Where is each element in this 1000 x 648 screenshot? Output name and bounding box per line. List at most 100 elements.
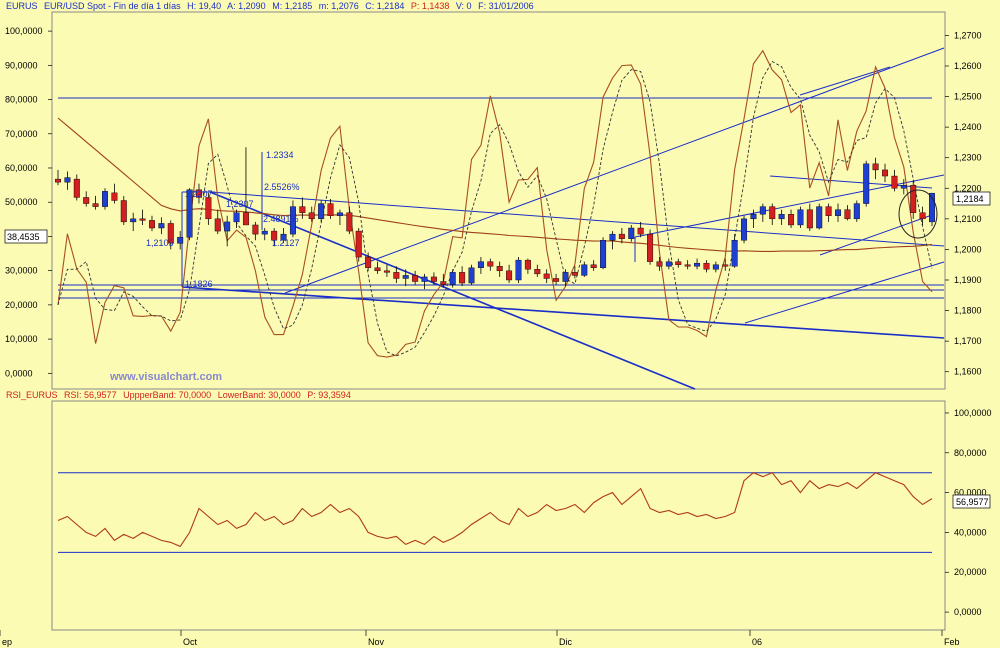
right-tick-label: 1,2200 [954,183,982,193]
candle-body [919,212,926,220]
candle-body [289,206,296,235]
candle-body [759,206,766,215]
candle-body [55,178,61,183]
right-tick-label: 1,1700 [954,336,982,346]
rsi-tick-label: 20,0000 [954,567,987,577]
candle-body [524,259,531,270]
left-tick-label: 0,0000 [5,368,33,378]
candle-body [844,209,851,220]
candle-body [233,212,240,223]
candle-body [365,256,372,268]
candle-body [703,262,710,270]
candle-body [402,275,409,279]
rising-channel-top [284,47,945,294]
candle-body [769,206,776,220]
left-tick-label: 20,0000 [5,300,38,310]
price-panel-frame [51,11,946,390]
wedge-bottom [819,214,933,256]
price-value-box [952,191,991,206]
candle-body [252,224,259,235]
candle-body [590,264,597,268]
candle-body [487,261,494,267]
candle-body [449,272,456,285]
highlight-circle [898,189,938,239]
candle-body [336,212,343,216]
right-tick-label: 1,2000 [954,244,982,254]
candle-body [543,273,550,279]
header-symbol: EURUS [6,1,38,11]
candle-body [374,267,381,272]
header-low: M: 1,2185 [272,1,312,11]
candle-body [383,270,390,273]
candle-body [741,218,748,241]
left-tick-label: 50,0000 [5,197,38,207]
rsi-tick-label: 0,0000 [954,607,982,617]
rsi-value-label: 56,9577 [956,497,989,507]
annotation-pct-1: 2.5526% [264,182,300,192]
candle-body [900,185,907,189]
candle-body [891,175,898,189]
watermark: www.visualchart.com [109,371,222,383]
candle-body [73,178,80,198]
right-tick-label: 1,1900 [954,275,982,285]
candle-body [581,264,588,276]
candle-body [675,261,682,265]
annotation-level-1: 1.2207 [185,189,213,199]
candle-body [177,236,184,244]
header-close: C: 1,2184 [365,1,404,11]
right-tick-label: 1,2100 [954,214,982,224]
candle-body [825,206,832,216]
annotation-low: 1.1826 [185,279,213,289]
left-tick-label: 60,0000 [5,163,38,173]
candle-body [130,218,137,223]
candle-body [459,272,466,284]
candle-body [788,214,795,226]
candle-body [863,163,870,204]
x-tick-label: Dic [559,637,572,647]
candle-body [515,259,522,281]
right-tick-label: 1,2700 [954,30,982,40]
candle-body [853,203,860,220]
candle-body [111,192,118,201]
candle-body [205,197,212,220]
oscillator-signal-line [57,60,933,357]
right-tick-label: 1,1600 [954,367,982,377]
x-tick-label: Oct [183,637,198,647]
x-tick-label: ep [2,637,12,647]
candle-body [355,230,362,258]
candle-body [694,262,701,267]
header-min: m: 1,2076 [319,1,359,11]
candle-body [83,197,90,204]
candle-body [242,212,249,226]
candle-body [506,270,513,281]
candle-body [562,272,569,282]
candle-body [647,233,654,262]
candle-body [628,227,635,239]
price-header: EURUS EUR/USD Spot - Fin de día 1 días H… [6,1,534,11]
left-tick-label: 100,0000 [5,26,43,36]
left-tick-label: 80,0000 [5,95,38,105]
header-open: A: 1,2090 [227,1,266,11]
candle-body [553,278,560,282]
rsi-tick-label: 100,0000 [954,408,992,418]
x-axis: ep Oct Nov Dic 06 Feb [0,630,960,647]
left-tick-label: 90,0000 [5,60,38,70]
oscillator-value-label: 38,4535 [7,232,40,242]
header-p: P: 1,1438 [411,1,450,11]
rsi-tick-label: 80,0000 [954,448,987,458]
candle-body [637,227,644,235]
oscillator-value-box [4,229,48,244]
candle-body [496,266,503,272]
candle-body [722,264,729,267]
candle-body [167,223,174,244]
right-tick-label: 1,2300 [954,153,982,163]
annotation-level-2: 1.2307 [226,199,254,209]
candles [55,147,935,290]
candle-body [101,191,108,207]
left-tick-label: 10,0000 [5,334,38,344]
candle-body [731,240,738,267]
candle-body [393,272,400,279]
rsi-value-box [952,494,991,509]
